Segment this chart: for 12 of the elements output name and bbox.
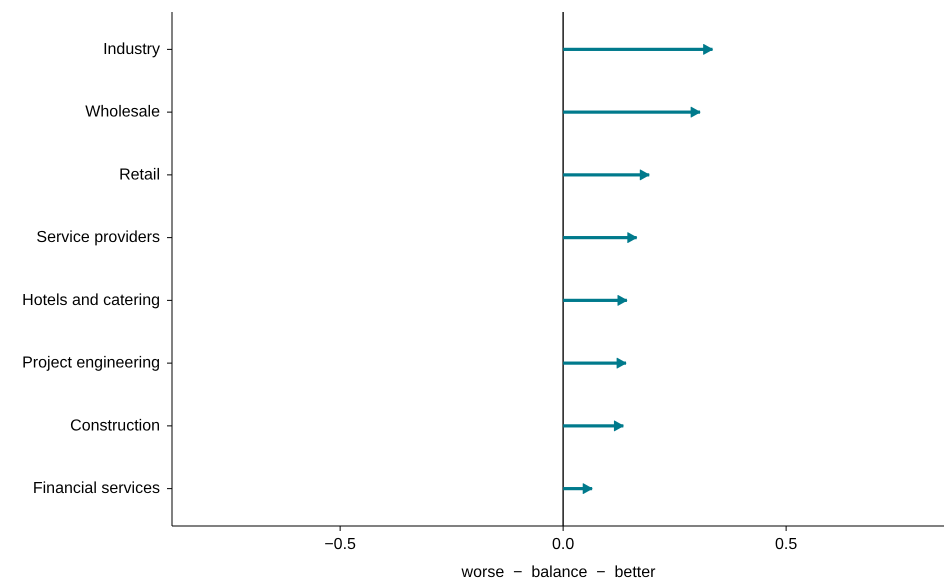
- x-axis-title: worse − balance − better: [460, 564, 656, 579]
- x-tick-label: 0.5: [774, 536, 798, 553]
- y-tick-label: Project engineering: [22, 354, 160, 372]
- x-tick-label: 0.0: [552, 536, 574, 553]
- y-tick-label: Service providers: [36, 229, 160, 246]
- y-tick-label: Retail: [119, 166, 160, 184]
- y-tick-label: Construction: [70, 417, 160, 434]
- y-tick-label: Financial services: [32, 480, 160, 498]
- y-tick-label: Industry: [103, 40, 160, 58]
- y-tick-label: Hotels and catering: [22, 292, 160, 309]
- y-tick-label: Wholesale: [85, 104, 160, 121]
- x-tick-label: −0.5: [324, 536, 356, 553]
